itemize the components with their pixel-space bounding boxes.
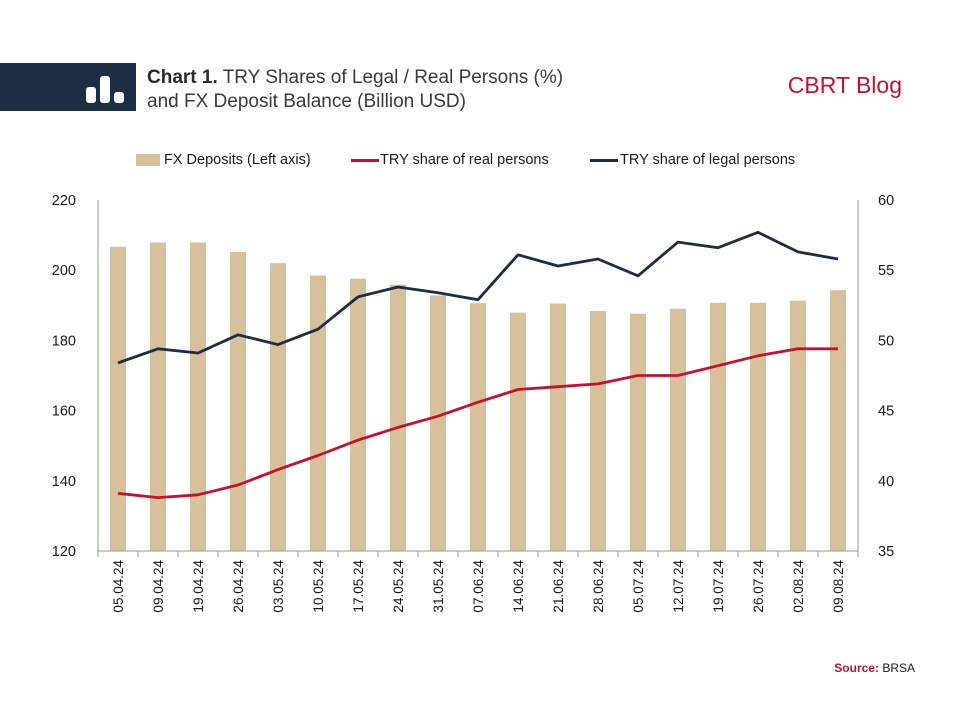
x-tick-label-24.05.24: 24.05.24 <box>391 560 406 613</box>
y-right-tick-label: 55 <box>878 263 894 279</box>
bar-fx-deposits-09.04.24 <box>150 242 166 551</box>
chart-legend: FX Deposits (Left axis) TRY share of rea… <box>0 150 960 170</box>
bar-fx-deposits-07.06.24 <box>470 303 486 551</box>
x-tick-label-26.07.24: 26.07.24 <box>751 560 766 613</box>
bar-fx-deposits-26.07.24 <box>750 302 766 551</box>
legend-swatch-fx-deposits <box>136 154 160 166</box>
bar-fx-deposits-05.04.24 <box>110 246 126 552</box>
x-tick-label-02.08.24: 02.08.24 <box>791 560 806 613</box>
y-right-tick-label: 60 <box>878 193 894 209</box>
bar-chart-icon <box>86 76 124 103</box>
legend-label-fx-deposits: FX Deposits (Left axis) <box>164 152 311 168</box>
y-right-tick-label: 45 <box>878 404 894 420</box>
y-right-tick-label: 35 <box>878 544 894 560</box>
legend-line-legal-persons <box>590 159 618 162</box>
source-label: Source: <box>834 661 879 675</box>
x-tick-label-26.04.24: 26.04.24 <box>231 560 246 613</box>
line-legal-persons <box>117 230 839 365</box>
y-left-tick-label: 200 <box>52 263 76 279</box>
x-tick-label-14.06.24: 14.06.24 <box>511 560 526 613</box>
source-value: BRSA <box>882 661 915 675</box>
y-left-tick-label: 180 <box>52 333 76 349</box>
bar-fx-deposits-24.05.24 <box>390 284 406 551</box>
x-tick-label-03.05.24: 03.05.24 <box>271 560 286 613</box>
bar-fx-deposits-31.05.24 <box>430 295 446 551</box>
y-left-tick-label: 120 <box>52 544 76 560</box>
x-tick-label-05.04.24: 05.04.24 <box>111 560 126 613</box>
y-left-tick-label: 160 <box>52 404 76 420</box>
source-note: Source: BRSA <box>834 661 915 675</box>
bar-fx-deposits-17.05.24 <box>350 278 366 551</box>
x-tick-label-07.06.24: 07.06.24 <box>471 560 486 613</box>
bar-fx-deposits-21.06.24 <box>550 303 566 551</box>
bar-fx-deposits-05.07.24 <box>630 313 646 551</box>
y-right-tick-label: 50 <box>878 333 894 349</box>
bar-fx-deposits-19.07.24 <box>710 302 726 551</box>
brand-label: CBRT Blog <box>787 72 902 98</box>
chart-title: Chart 1. TRY Shares of Legal / Real Pers… <box>147 66 563 114</box>
y-left-tick-label: 220 <box>52 193 76 209</box>
x-tick-label-19.07.24: 19.07.24 <box>711 560 726 613</box>
x-tick-label-09.04.24: 09.04.24 <box>151 560 166 613</box>
bar-fx-deposits-09.08.24 <box>830 290 846 551</box>
legend-label-real-persons: TRY share of real persons <box>380 152 549 168</box>
bar-fx-deposits-02.08.24 <box>790 300 806 551</box>
title-line-2: and FX Deposit Balance (Billion USD) <box>147 91 466 112</box>
y-left-tick-label: 140 <box>52 474 76 490</box>
legend-line-real-persons <box>351 159 379 162</box>
line-real-persons <box>117 347 838 500</box>
x-tick-label-09.08.24: 09.08.24 <box>831 560 846 613</box>
x-tick-label-05.07.24: 05.07.24 <box>631 560 646 613</box>
x-tick-label-10.05.24: 10.05.24 <box>311 560 326 613</box>
bar-fx-deposits-03.05.24 <box>270 263 286 551</box>
title-line-1: TRY Shares of Legal / Real Persons (%) <box>222 67 564 88</box>
bar-fx-deposits-12.07.24 <box>670 308 686 551</box>
x-tick-label-17.05.24: 17.05.24 <box>351 560 366 613</box>
x-tick-label-28.06.24: 28.06.24 <box>591 560 606 613</box>
title-prefix: Chart 1. <box>147 67 218 88</box>
x-tick-label-31.05.24: 31.05.24 <box>431 560 446 613</box>
legend-label-legal-persons: TRY share of legal persons <box>620 152 796 168</box>
bar-fx-deposits-19.04.24 <box>190 242 206 551</box>
bar-fx-deposits-10.05.24 <box>310 275 326 551</box>
y-right-tick-label: 40 <box>878 474 894 490</box>
x-tick-label-12.07.24: 12.07.24 <box>671 560 686 613</box>
bar-fx-deposits-28.06.24 <box>590 310 606 551</box>
bar-fx-deposits-14.06.24 <box>510 312 526 551</box>
x-tick-label-21.06.24: 21.06.24 <box>551 560 566 613</box>
bar-fx-deposits-26.04.24 <box>230 251 246 551</box>
header-bar <box>0 63 136 111</box>
x-tick-label-19.04.24: 19.04.24 <box>191 560 206 613</box>
